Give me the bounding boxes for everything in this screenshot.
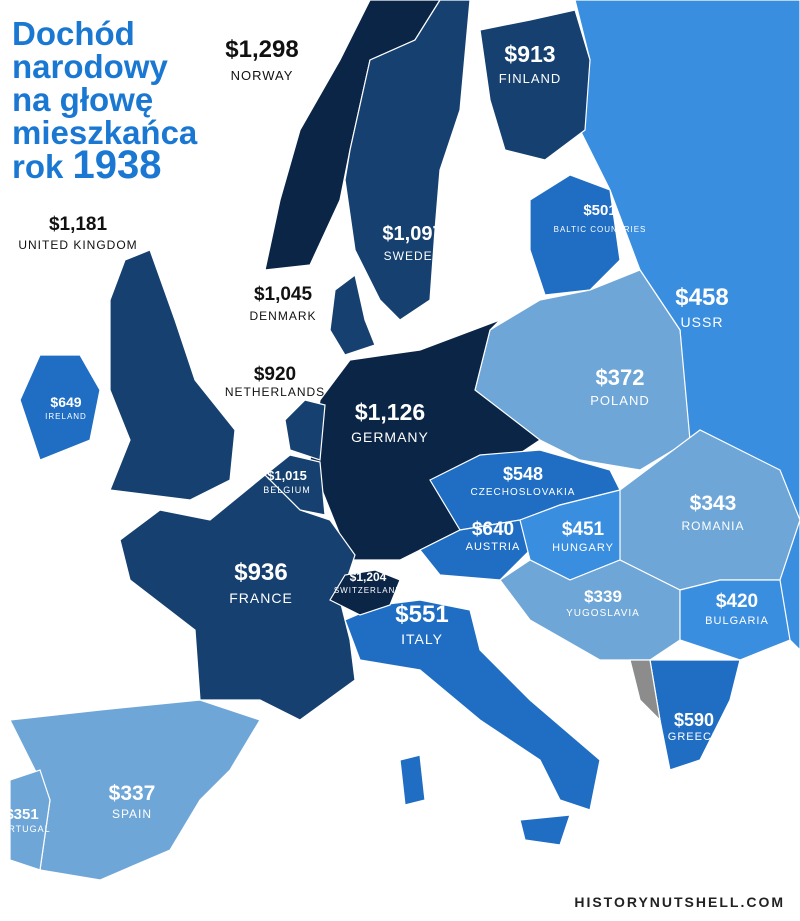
title-line: Dochód <box>12 15 135 52</box>
country-value: $1,015 <box>267 468 307 483</box>
title-line: narodowy <box>12 48 168 85</box>
portugal-shape <box>9 769 51 871</box>
switzerland-shape <box>329 569 401 616</box>
country-value: $1,181 <box>49 214 108 235</box>
country-value: $920 <box>254 364 296 385</box>
title-line: rok 1938 <box>12 143 162 187</box>
country-name: SWEDEN <box>384 249 443 263</box>
country-value: $337 <box>109 782 156 805</box>
country-value: $548 <box>503 464 543 484</box>
title-line: mieszkańca <box>12 114 198 151</box>
country-name: GREECE <box>668 731 720 743</box>
finland-shape <box>479 9 591 161</box>
albania-shape <box>629 659 661 722</box>
bulgaria-shape <box>679 579 791 661</box>
country-value: $458 <box>675 284 728 311</box>
country-name: IRELAND <box>45 412 87 421</box>
italy-shape <box>344 599 601 811</box>
country-name: DENMARK <box>249 309 316 323</box>
title: Dochód narodowy na głowę mieszkańca rok … <box>12 15 198 187</box>
country-value: $1,298 <box>225 36 298 63</box>
country-value: $339 <box>584 587 622 606</box>
country-value: $1,045 <box>254 284 313 305</box>
sicily-shape <box>519 814 571 846</box>
netherlands-shape <box>284 399 326 461</box>
land <box>9 0 800 881</box>
country-value: $936 <box>234 559 287 586</box>
country-value: $343 <box>690 492 737 515</box>
country-value: $590 <box>674 710 714 730</box>
country-name: GERMANY <box>351 429 429 445</box>
country-name: FINLAND <box>499 71 562 86</box>
country-name: ROMANIA <box>681 519 744 533</box>
country-value: $451 <box>562 519 605 540</box>
credit: HISTORYNUTSHELL.COM <box>574 894 785 910</box>
country-name: BALTIC COUNTRIES <box>554 225 647 234</box>
country-value: $351 <box>5 806 38 823</box>
title-prefix: rok <box>12 148 64 185</box>
country-value: $372 <box>596 365 645 390</box>
denmark-shape <box>329 273 376 356</box>
country-value: $1,097 <box>382 223 443 245</box>
title-line: na głowę <box>12 81 153 118</box>
country-name: CZECHOSLOVAKIA <box>471 487 576 498</box>
country-name: SPAIN <box>112 807 152 821</box>
france-shape <box>119 474 356 721</box>
title-year: 1938 <box>73 143 162 187</box>
baltic-shape <box>529 174 621 296</box>
country-name: NETHERLANDS <box>225 385 325 399</box>
sardinia-shape <box>399 754 426 806</box>
country-value: $420 <box>716 591 758 612</box>
country-name: BULGARIA <box>705 615 769 627</box>
country-value: $640 <box>472 519 514 540</box>
country-name: HUNGARY <box>552 542 614 554</box>
sweden-shape <box>344 0 471 321</box>
country-name: YUGOSLAVIA <box>566 608 640 619</box>
country-value: $1,126 <box>355 399 425 425</box>
country-name: SWITZERLAND <box>334 586 402 595</box>
country-name: POLAND <box>590 393 649 408</box>
ireland-shape <box>19 354 101 461</box>
country-value: $501 <box>583 202 616 219</box>
country-name: UNITED KINGDOM <box>18 238 137 252</box>
country-name: PORTUGAL <box>0 824 51 834</box>
uk-shape <box>109 249 236 501</box>
country-name: NORWAY <box>231 68 294 83</box>
country-value: $551 <box>395 601 448 628</box>
country-name: BELGIUM <box>263 485 311 495</box>
country-value: $913 <box>504 41 555 67</box>
country-value: $1,204 <box>350 570 387 584</box>
labels: $1,298 NORWAY $1,181 UNITED KINGDOM $1,045 DE… <box>0 36 769 834</box>
country-value: $649 <box>50 394 81 410</box>
country-name: FRANCE <box>229 590 293 606</box>
country-name: ITALY <box>401 631 443 647</box>
country-name: USSR <box>681 314 724 330</box>
country-name: AUSTRIA <box>466 541 521 553</box>
